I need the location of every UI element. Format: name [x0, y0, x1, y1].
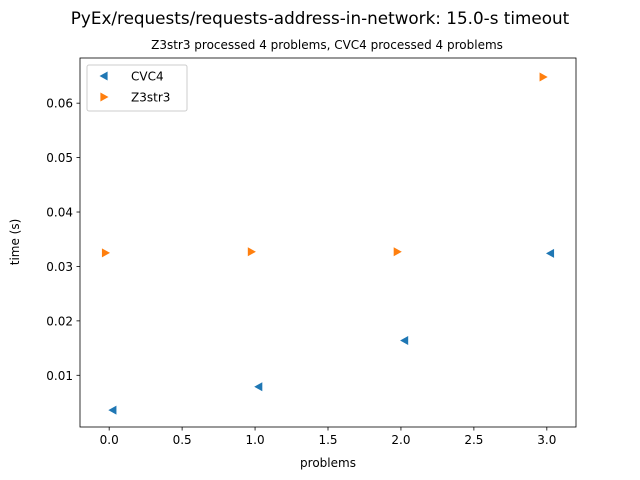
z3str3-point — [247, 247, 256, 257]
z3str3-point — [393, 247, 402, 257]
cvc4-point — [400, 335, 409, 345]
cvc4-point — [545, 248, 555, 258]
x-axis-label: problems — [300, 456, 356, 470]
y-axis-label: time (s) — [8, 219, 22, 266]
legend-label-cvc4: CVC4 — [131, 70, 164, 84]
plot-area-frame — [79, 57, 577, 428]
z3str3-point — [539, 72, 548, 82]
legend-marker-cvc4 — [99, 71, 108, 81]
legend-box — [86, 64, 188, 112]
z3str3-point — [101, 248, 111, 258]
legend: CVC4 Z3str3 — [86, 64, 188, 112]
y-tick-label: 0.01 — [46, 369, 73, 383]
cvc4-point — [254, 382, 263, 392]
legend-label-z3str3: Z3str3 — [131, 91, 170, 105]
y-tick-label: 0.03 — [46, 260, 73, 274]
x-tick-label: 1.5 — [318, 433, 337, 447]
cvc4-point — [108, 405, 117, 415]
data-points — [101, 72, 555, 415]
y-tick-label: 0.02 — [46, 314, 73, 328]
y-tick-label: 0.04 — [46, 206, 73, 220]
x-tick-label: 2.0 — [391, 433, 410, 447]
y-axis-ticks: 0.01 0.02 0.03 0.04 0.05 0.06 — [46, 97, 80, 383]
chart-title: PyEx/requests/requests-address-in-networ… — [71, 8, 570, 28]
x-tick-label: 3.0 — [537, 433, 556, 447]
legend-marker-z3str3 — [100, 92, 109, 102]
x-tick-label: 0.5 — [173, 433, 192, 447]
chart-subtitle: Z3str3 processed 4 problems, CVC4 proces… — [151, 38, 503, 52]
x-tick-label: 1.0 — [246, 433, 265, 447]
y-tick-label: 0.06 — [46, 97, 73, 111]
x-tick-label: 2.5 — [464, 433, 483, 447]
y-tick-label: 0.05 — [46, 151, 73, 165]
x-axis-ticks: 0.0 0.5 1.0 1.5 2.0 2.5 3.0 — [100, 427, 556, 447]
x-tick-label: 0.0 — [100, 433, 119, 447]
